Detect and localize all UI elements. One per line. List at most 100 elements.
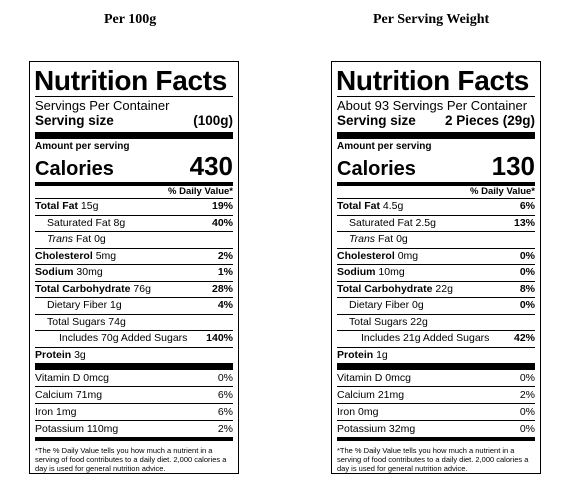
nutrient-percent: 1%	[217, 266, 233, 278]
vitamin-label: Vitamin D 0mcg	[35, 372, 109, 384]
nutrient-amount: 10mg	[378, 266, 405, 278]
nutrient-label: Fat	[75, 233, 92, 245]
nutrient-row-total-fat: Total Fat 4.5g 6%	[337, 198, 535, 215]
vitamin-label: Calcium 21mg	[337, 389, 405, 401]
vitamin-percent: 0%	[519, 423, 535, 435]
nutrient-label: Total Fat	[35, 200, 78, 212]
nutrient-label: Protein	[35, 348, 72, 361]
nutrient-percent: 4%	[217, 299, 233, 311]
nutrient-row-dietary-fiber: Dietary Fiber 0g 0%	[337, 297, 535, 314]
nutrient-percent: 0%	[519, 266, 535, 278]
nutrient-row-added-sugars: Includes 70g Added Sugars 140%	[35, 330, 233, 347]
nutrient-label: Includes 21g Added Sugars	[361, 332, 490, 344]
vitamin-label: Iron 1mg	[35, 406, 77, 418]
vitamin-row-calcium: Calcium 71mg 6%	[35, 386, 233, 403]
daily-value-header: % Daily Value*	[168, 186, 233, 197]
nutrient-label: Sodium	[35, 266, 74, 278]
nutrient-row-protein: Protein 1g	[337, 346, 535, 364]
nutrient-amount: 1g	[110, 299, 122, 311]
nutrition-label-per-100g: Nutrition Facts Servings Per Container S…	[29, 61, 239, 474]
nutrient-label-italic: Trans	[349, 233, 376, 245]
nutrient-amount: 0g	[396, 233, 408, 245]
nutrient-label: Total Sugars	[47, 315, 106, 328]
nutrition-facts-title: Nutrition Facts	[336, 65, 530, 96]
nutrient-label: Fat	[377, 233, 394, 245]
nutrient-amount: 30mg	[76, 266, 103, 278]
nutrient-row-trans-fat: Trans Fat 0g	[35, 231, 233, 248]
nutrition-facts-title: Nutrition Facts	[34, 65, 228, 96]
nutrient-row-dietary-fiber: Dietary Fiber 1g 4%	[35, 297, 233, 314]
daily-value-footnote: *The % Daily Value tells you how much a …	[35, 446, 227, 473]
nutrient-amount: 2.5g	[415, 216, 436, 229]
serving-size-label: Serving size	[337, 113, 416, 128]
column-title-per-100g: Per 100g	[104, 12, 157, 27]
nutrient-amount: 3g	[74, 348, 86, 361]
vitamin-percent: 0%	[519, 406, 535, 418]
nutrient-percent: 0%	[519, 249, 535, 262]
vitamin-label: Potassium 110mg	[35, 423, 119, 435]
nutrient-row-sodium: Sodium 30mg 1%	[35, 264, 233, 281]
nutrient-row-total-fat: Total Fat 15g 19%	[35, 198, 233, 215]
nutrient-label: Dietary Fiber	[47, 299, 108, 311]
nutrient-label: Dietary Fiber	[349, 299, 410, 311]
serving-size-row: Serving size 2 Pieces (29g)	[337, 113, 535, 129]
nutrient-row-cholesterol: Cholesterol 0mg 0%	[337, 247, 535, 265]
nutrient-percent: 6%	[519, 200, 535, 212]
vitamin-row-potassium: Potassium 32mg 0%	[337, 420, 535, 437]
nutrient-label: Includes 70g Added Sugars	[59, 332, 188, 344]
nutrient-label: Cholesterol	[35, 249, 93, 262]
serving-size-value: (100g)	[193, 113, 233, 128]
vitamin-label: Calcium 71mg	[35, 389, 103, 401]
nutrition-label-per-serving: Nutrition Facts About 93 Servings Per Co…	[331, 61, 541, 474]
nutrient-amount: 74g	[108, 315, 126, 328]
nutrient-amount: 5mg	[95, 249, 117, 262]
vitamin-label: Potassium 32mg	[337, 423, 416, 435]
nutrient-amount: 4.5g	[382, 200, 404, 212]
daily-value-footnote: *The % Daily Value tells you how much a …	[337, 446, 529, 473]
vitamin-row-calcium: Calcium 21mg 2%	[337, 386, 535, 403]
nutrient-percent: 13%	[513, 216, 535, 229]
nutrient-label: Total Sugars	[349, 315, 408, 328]
nutrient-amount: 15g	[80, 200, 99, 212]
nutrient-amount: 0g	[412, 299, 424, 311]
nutrient-row-added-sugars: Includes 21g Added Sugars 42%	[337, 330, 535, 347]
nutrient-amount: 76g	[133, 282, 151, 295]
nutrient-row-total-carbohydrate: Total Carbohydrate 76g 28%	[35, 280, 233, 298]
vitamin-row-vitamin-d: Vitamin D 0mcg 0%	[337, 370, 535, 386]
vitamin-percent: 2%	[519, 389, 535, 401]
nutrient-row-saturated-fat: Saturated Fat 2.5g 13%	[337, 214, 535, 232]
vitamin-percent: 6%	[217, 389, 233, 401]
serving-size-value: 2 Pieces (29g)	[444, 113, 535, 128]
calories-value: 430	[189, 151, 233, 181]
daily-value-header: % Daily Value*	[470, 186, 535, 197]
vitamin-row-vitamin-d: Vitamin D 0mcg 0%	[35, 370, 233, 386]
nutrient-label: Total Carbohydrate	[35, 282, 131, 295]
calories-row: Calories 430	[35, 153, 233, 182]
nutrient-row-total-sugars: Total Sugars 74g	[35, 313, 233, 331]
nutrient-row-trans-fat: Trans Fat 0g	[337, 231, 535, 248]
calories-value: 130	[491, 151, 535, 181]
nutrient-amount: 0mg	[397, 249, 419, 262]
nutrient-row-cholesterol: Cholesterol 5mg 2%	[35, 247, 233, 265]
calories-row: Calories 130	[337, 153, 535, 182]
nutrient-amount: 22g	[410, 315, 428, 328]
amount-per-serving: Amount per serving	[35, 141, 130, 152]
nutrient-label: Protein	[337, 348, 374, 361]
nutrient-label: Saturated Fat	[47, 216, 111, 229]
serving-size-label: Serving size	[35, 113, 114, 128]
nutrient-label: Saturated Fat	[349, 216, 413, 229]
nutrient-label: Total Fat	[337, 200, 380, 212]
vitamin-row-iron: Iron 0mg 0%	[337, 403, 535, 420]
nutrient-percent: 0%	[519, 299, 535, 311]
nutrient-row-protein: Protein 3g	[35, 346, 233, 364]
vitamin-percent: 6%	[217, 406, 233, 418]
vitamin-percent: 2%	[217, 423, 233, 435]
nutrient-row-total-carbohydrate: Total Carbohydrate 22g 8%	[337, 280, 535, 298]
nutrient-label: Cholesterol	[337, 249, 395, 262]
nutrient-percent: 140%	[206, 332, 233, 344]
column-title-per-serving: Per Serving Weight	[373, 12, 490, 27]
vitamin-percent: 0%	[519, 372, 535, 384]
nutrient-amount: 8g	[113, 216, 126, 229]
servings-per-container: About 93 Servings Per Container	[337, 98, 528, 113]
nutrient-amount: 22g	[435, 282, 453, 295]
